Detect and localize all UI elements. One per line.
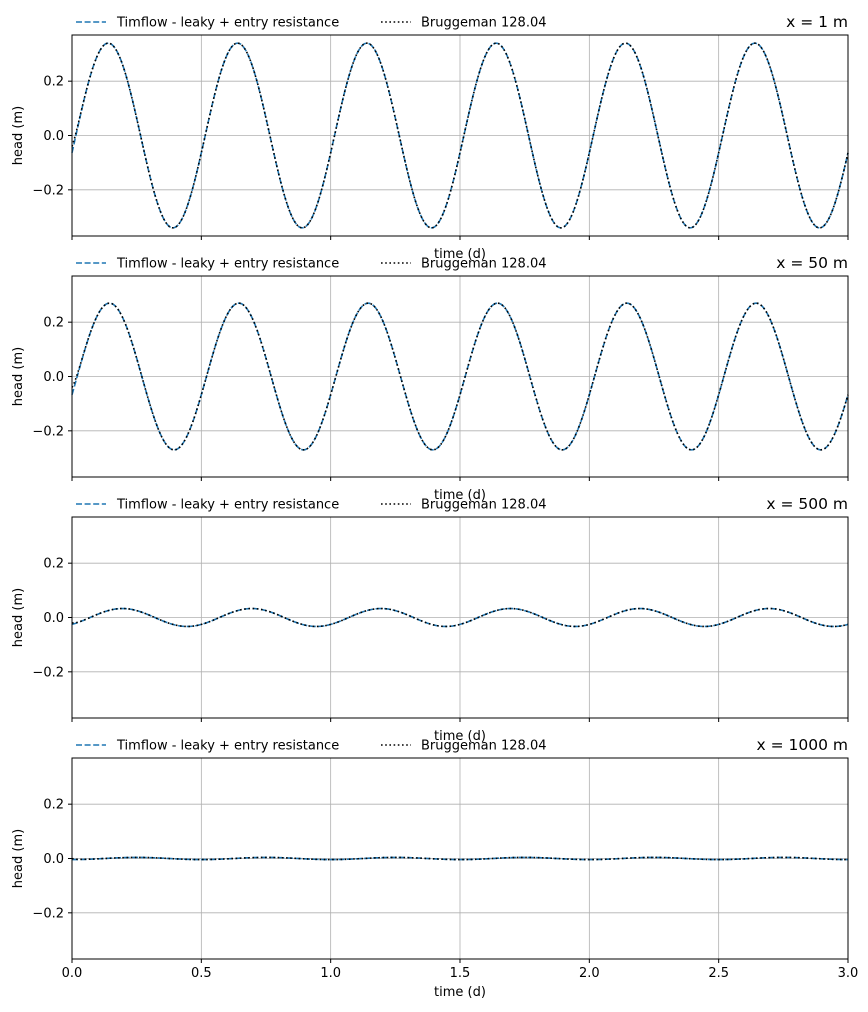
y-axis-label: head (m) [11, 588, 26, 647]
x-tick-label: 0.5 [191, 966, 212, 981]
y-axis-label: head (m) [11, 106, 26, 165]
series-timflow-line [71, 302, 849, 451]
y-axis-label: head (m) [11, 829, 26, 888]
legend-label-timflow: Timflow - leaky + entry resistance [116, 16, 339, 31]
legend-label-timflow: Timflow - leaky + entry resistance [116, 498, 339, 513]
y-tick-label: 0.2 [43, 798, 64, 813]
y-tick-label: −0.2 [32, 665, 64, 680]
x-axis-label: time (d) [434, 729, 486, 744]
x-axis-label: time (d) [434, 247, 486, 262]
y-tick-label: 0.2 [43, 557, 64, 572]
legend-label-bruggeman: Bruggeman 128.04 [421, 257, 547, 272]
y-tick-label: −0.2 [32, 424, 64, 439]
y-tick-label: −0.2 [32, 906, 64, 921]
y-tick-label: 0.0 [43, 852, 64, 867]
x-tick-label: 2.0 [579, 966, 600, 981]
panel-3: −0.2 0.0 0.2 time (d) head (m) x = 500 m Timfl… [11, 495, 849, 744]
panel-title: x = 1000 m [757, 736, 849, 754]
y-axis-label: head (m) [11, 347, 26, 406]
y-tick-label: 0.0 [43, 129, 64, 144]
panel-2: −0.2 0.0 0.2 time (d) head (m) x = 50 m Timflo… [11, 254, 849, 503]
panel-1: −0.2 0.0 0.2 time (d) head (m) x = 1 m Timflow… [11, 13, 849, 262]
legend-label-timflow: Timflow - leaky + entry resistance [116, 257, 339, 272]
panel-4: 0.0 0.5 1.0 1.5 2.0 2.5 3.0 −0.2 0.0 0.2 time (d) h… [11, 736, 858, 1000]
panel-title: x = 500 m [766, 495, 848, 513]
x-tick-label: 1.0 [320, 966, 341, 981]
y-tick-label: 0.0 [43, 370, 64, 385]
x-tick-label: 1.5 [450, 966, 471, 981]
legend-label-bruggeman: Bruggeman 128.04 [421, 498, 547, 513]
series-bruggeman-line [71, 607, 849, 628]
series-timflow-line [71, 607, 849, 628]
series-timflow-line [71, 42, 849, 229]
y-tick-label: 0.2 [43, 316, 64, 331]
x-tick-label: 0.0 [62, 966, 83, 981]
legend-label-bruggeman: Bruggeman 128.04 [421, 16, 547, 31]
series-bruggeman-line [71, 856, 848, 861]
y-tick-label: 0.2 [43, 75, 64, 90]
panel-title: x = 1 m [786, 13, 848, 31]
series-bruggeman-line [71, 42, 849, 229]
x-axis-label: time (d) [434, 488, 486, 503]
panel-title: x = 50 m [776, 254, 848, 272]
x-tick-label: 2.5 [708, 966, 729, 981]
x-axis-label: time (d) [434, 985, 486, 1000]
legend-label-bruggeman: Bruggeman 128.04 [421, 739, 547, 754]
legend-label-timflow: Timflow - leaky + entry resistance [116, 739, 339, 754]
x-tick-label: 3.0 [838, 966, 859, 981]
y-tick-label: 0.0 [43, 611, 64, 626]
y-tick-label: −0.2 [32, 183, 64, 198]
